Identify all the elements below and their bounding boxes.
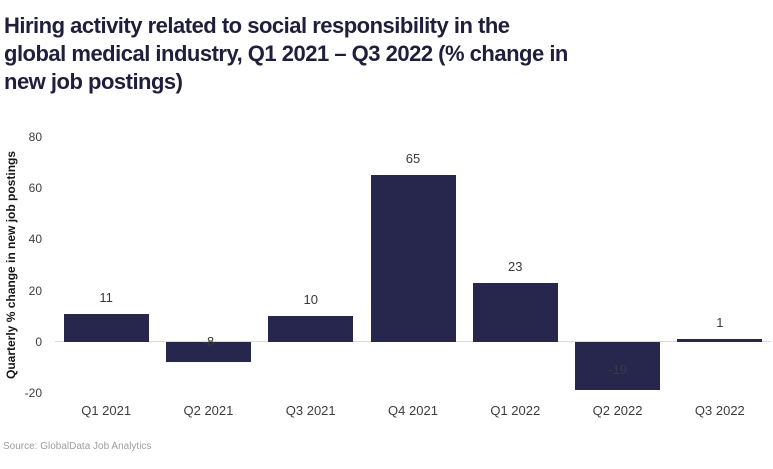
- y-tick-label: -20: [24, 386, 42, 400]
- chart-title-line: global medical industry, Q1 2021 – Q3 20…: [4, 41, 568, 66]
- y-axis-ticks: 80 60 40 20 0 -20: [0, 130, 42, 400]
- x-tick-label: Q3 2022: [694, 403, 745, 418]
- bar-value-label: -19: [608, 362, 627, 378]
- source-note: Source: GlobalData Job Analytics: [3, 441, 152, 452]
- bar-q2-2022: [575, 341, 661, 391]
- plot-area: 11 -8 10 65 23 -19 1: [55, 137, 771, 393]
- bar-q2-2021: [165, 341, 251, 363]
- x-tick-label: Q2 2022: [592, 403, 643, 418]
- x-tick-label: Q1 2021: [81, 403, 132, 418]
- bar-value-label: 1: [716, 315, 724, 331]
- bar-value-label: 65: [405, 151, 421, 167]
- bar-value-label: 23: [508, 258, 523, 274]
- x-tick-label: Q4 2021: [388, 403, 438, 418]
- x-axis-labels: Q1 2021 Q2 2021 Q3 2021 Q4 2021 Q1 2022 Q2 20…: [55, 403, 771, 419]
- bar-q1-2022: [472, 282, 558, 342]
- bar-value-label: -8: [202, 334, 215, 350]
- chart-title-line: Hiring activity related to social respon…: [4, 13, 510, 38]
- x-tick-label: Q3 2021: [285, 403, 336, 418]
- chart-title: Hiring activity related to social respon…: [4, 12, 568, 96]
- bar-q3-2022: [677, 339, 763, 342]
- bar-value-label: 11: [99, 289, 113, 305]
- x-tick-label: Q1 2022: [490, 403, 541, 418]
- x-tick-label: Q2 2021: [183, 403, 234, 418]
- chart-title-line: new job postings): [4, 69, 183, 94]
- y-tick-label: 20: [28, 283, 42, 298]
- bar-q4-2021: [370, 175, 456, 342]
- y-tick-label: 40: [28, 232, 42, 247]
- y-tick-label: 80: [28, 130, 42, 144]
- bar-value-label: 10: [303, 292, 318, 308]
- bar-q1-2021: [63, 313, 149, 342]
- bar-q3-2021: [268, 316, 354, 342]
- y-tick-label: 0: [35, 334, 42, 349]
- y-tick-label: 60: [28, 181, 42, 196]
